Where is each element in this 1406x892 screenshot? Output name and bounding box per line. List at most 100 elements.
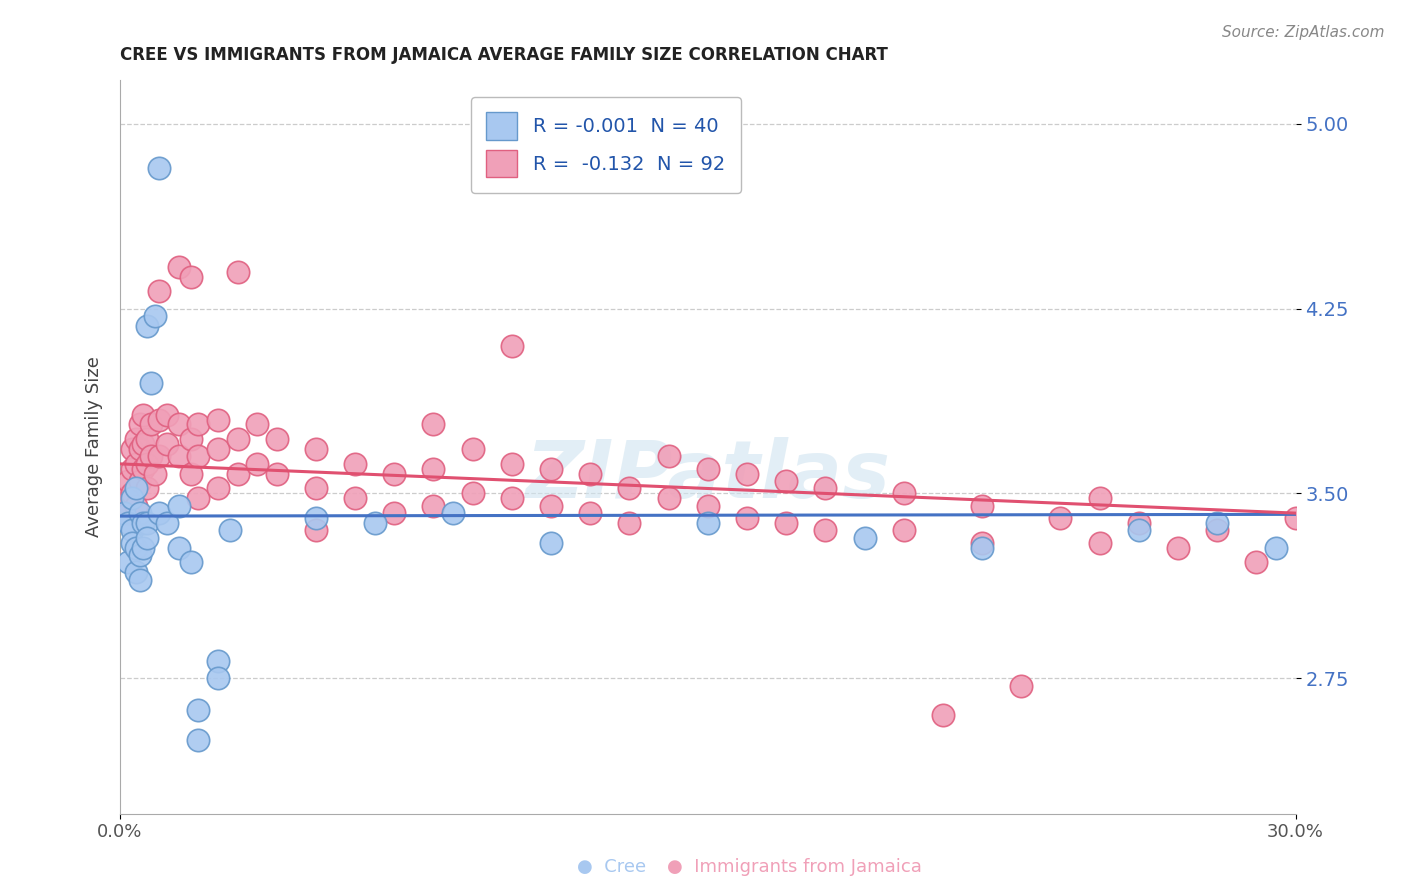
Point [179, 467, 201, 481]
Point [658, 450, 681, 464]
Point [121, 462, 143, 476]
Point [422, 417, 444, 432]
Point [893, 524, 915, 538]
Point [972, 535, 994, 549]
Point [156, 408, 179, 422]
Point [117, 474, 139, 488]
Point [167, 499, 190, 513]
Point [128, 548, 150, 562]
Point [121, 535, 143, 549]
Point [132, 541, 155, 555]
Point [226, 467, 249, 481]
Point [207, 412, 229, 426]
Point [141, 450, 163, 464]
Point [218, 524, 240, 538]
Point [501, 339, 523, 353]
Point [179, 555, 201, 569]
Y-axis label: Average Family Size: Average Family Size [86, 356, 103, 537]
Text: ZIPatlas: ZIPatlas [526, 437, 890, 515]
Point [735, 511, 758, 525]
Point [207, 442, 229, 456]
Point [893, 486, 915, 500]
Point [136, 318, 159, 333]
Point [187, 732, 209, 747]
Point [441, 506, 464, 520]
Point [121, 486, 143, 500]
Point [128, 573, 150, 587]
Point [128, 506, 150, 520]
Point [117, 516, 139, 530]
Point [207, 671, 229, 685]
Point [156, 437, 179, 451]
Point [226, 265, 249, 279]
Point [1088, 535, 1111, 549]
Point [266, 432, 288, 446]
Point [344, 457, 367, 471]
Text: ●  Immigrants from Jamaica: ● Immigrants from Jamaica [666, 858, 922, 876]
Point [735, 467, 758, 481]
Point [1265, 541, 1288, 555]
Point [382, 506, 405, 520]
Text: CREE VS IMMIGRANTS FROM JAMAICA AVERAGE FAMILY SIZE CORRELATION CHART: CREE VS IMMIGRANTS FROM JAMAICA AVERAGE … [120, 46, 887, 64]
Point [696, 462, 718, 476]
Text: Source: ZipAtlas.com: Source: ZipAtlas.com [1222, 25, 1385, 40]
Point [266, 467, 288, 481]
Point [148, 412, 170, 426]
Point [179, 432, 201, 446]
Point [167, 450, 190, 464]
Point [461, 486, 484, 500]
Point [132, 408, 155, 422]
Point [143, 467, 166, 481]
Point [117, 555, 139, 569]
Point [696, 499, 718, 513]
Point [696, 516, 718, 530]
Point [305, 511, 328, 525]
Point [148, 161, 170, 176]
Point [207, 654, 229, 668]
Point [117, 506, 139, 520]
Point [167, 260, 190, 274]
Point [121, 524, 143, 538]
Point [246, 417, 269, 432]
Point [344, 491, 367, 506]
Point [128, 442, 150, 456]
Point [540, 499, 562, 513]
Point [136, 432, 159, 446]
Point [305, 482, 328, 496]
Point [382, 467, 405, 481]
Point [187, 703, 209, 717]
Point [775, 474, 797, 488]
Point [226, 432, 249, 446]
Point [1010, 679, 1032, 693]
Point [1088, 491, 1111, 506]
Point [305, 524, 328, 538]
Point [141, 417, 163, 432]
Legend: R = -0.001  N = 40, R =  -0.132  N = 92: R = -0.001 N = 40, R = -0.132 N = 92 [471, 96, 741, 193]
Point [1128, 516, 1150, 530]
Point [132, 462, 155, 476]
Point [461, 442, 484, 456]
Point [124, 482, 146, 496]
Point [136, 531, 159, 545]
Point [143, 309, 166, 323]
Point [422, 462, 444, 476]
Point [501, 457, 523, 471]
Point [1049, 511, 1071, 525]
Point [814, 482, 837, 496]
Point [167, 417, 190, 432]
Point [121, 491, 143, 506]
Point [658, 491, 681, 506]
Point [124, 541, 146, 555]
Point [187, 450, 209, 464]
Point [619, 482, 641, 496]
Point [121, 442, 143, 456]
Point [187, 417, 209, 432]
Point [148, 285, 170, 299]
Point [136, 482, 159, 496]
Point [132, 516, 155, 530]
Point [124, 432, 146, 446]
Point [972, 541, 994, 555]
Point [148, 506, 170, 520]
Point [422, 499, 444, 513]
Point [136, 516, 159, 530]
